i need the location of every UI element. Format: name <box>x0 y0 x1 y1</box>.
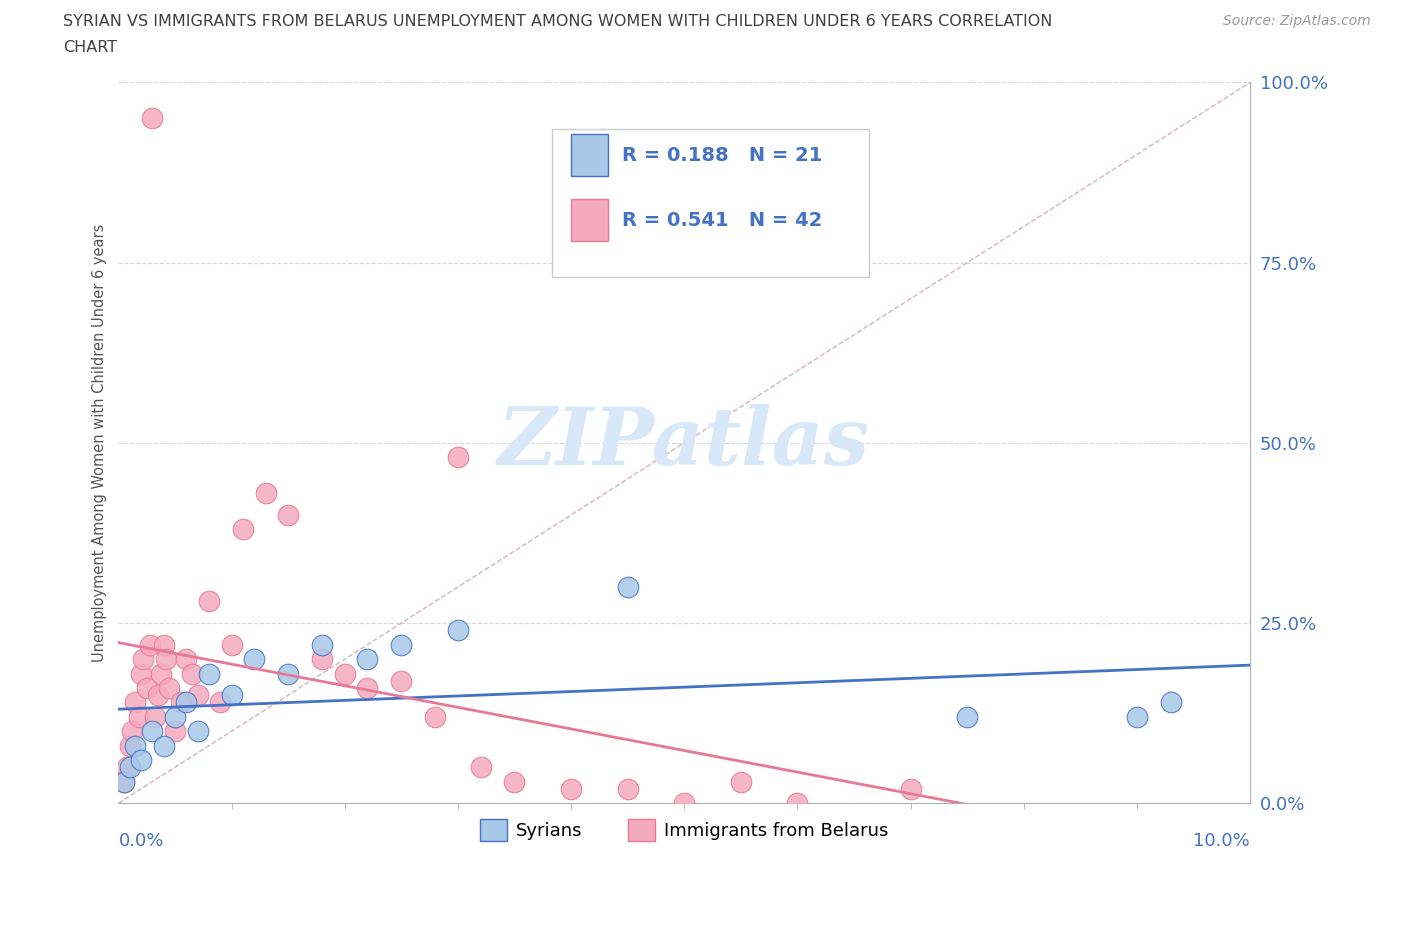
Point <box>176 652 198 667</box>
Point <box>135 681 157 696</box>
Point <box>124 738 146 753</box>
Point <box>333 666 356 681</box>
Point <box>243 652 266 667</box>
Point <box>187 687 209 702</box>
Text: SYRIAN VS IMMIGRANTS FROM BELARUS UNEMPLOYMENT AMONG WOMEN WITH CHILDREN UNDER 6: SYRIAN VS IMMIGRANTS FROM BELARUS UNEMPL… <box>63 14 1053 29</box>
Text: R = 0.188   N = 21: R = 0.188 N = 21 <box>621 146 823 165</box>
Point <box>170 695 193 710</box>
Point <box>121 724 143 738</box>
Point <box>356 681 378 696</box>
Point <box>425 710 447 724</box>
Point <box>616 781 638 796</box>
Point <box>1160 695 1182 710</box>
Point <box>163 724 186 738</box>
Point <box>221 637 243 652</box>
Point <box>311 652 333 667</box>
Point <box>124 695 146 710</box>
Point <box>198 594 221 609</box>
Point <box>503 774 526 789</box>
Point <box>128 710 150 724</box>
Text: R = 0.541   N = 42: R = 0.541 N = 42 <box>621 210 823 230</box>
Point <box>152 738 174 753</box>
Point <box>150 666 173 681</box>
Point <box>117 760 139 775</box>
Text: 0.0%: 0.0% <box>118 832 165 850</box>
Text: 10.0%: 10.0% <box>1194 832 1250 850</box>
Point <box>129 666 152 681</box>
Point <box>389 637 412 652</box>
Point <box>311 637 333 652</box>
Point <box>141 724 163 738</box>
Point <box>118 760 141 775</box>
Point <box>232 522 254 537</box>
Legend: Syrians, Immigrants from Belarus: Syrians, Immigrants from Belarus <box>472 812 896 848</box>
Point <box>900 781 922 796</box>
Y-axis label: Unemployment Among Women with Children Under 6 years: Unemployment Among Women with Children U… <box>93 224 107 662</box>
Point <box>198 666 221 681</box>
Text: Source: ZipAtlas.com: Source: ZipAtlas.com <box>1223 14 1371 28</box>
Point <box>143 710 166 724</box>
Point <box>616 579 638 594</box>
Point <box>157 681 180 696</box>
Text: ZIPatlas: ZIPatlas <box>498 405 870 482</box>
Point <box>152 637 174 652</box>
Point <box>112 774 135 789</box>
Point <box>155 652 177 667</box>
Point <box>730 774 752 789</box>
Point <box>1126 710 1149 724</box>
Point <box>560 781 582 796</box>
Point <box>786 796 808 811</box>
Text: CHART: CHART <box>63 40 117 55</box>
Point <box>221 687 243 702</box>
Point <box>146 687 169 702</box>
Point <box>389 673 412 688</box>
FancyBboxPatch shape <box>571 134 609 176</box>
Point <box>447 450 470 465</box>
Point <box>277 508 299 523</box>
Point <box>356 652 378 667</box>
Point <box>112 774 135 789</box>
Point <box>277 666 299 681</box>
Point <box>447 623 470 638</box>
Point <box>956 710 979 724</box>
Point <box>176 695 198 710</box>
Point <box>673 796 696 811</box>
Point <box>129 752 152 767</box>
Point <box>470 760 492 775</box>
Point <box>132 652 155 667</box>
FancyBboxPatch shape <box>551 129 869 277</box>
Point <box>254 485 277 500</box>
Point <box>141 111 163 126</box>
Point <box>139 637 162 652</box>
Point <box>163 710 186 724</box>
FancyBboxPatch shape <box>571 199 609 241</box>
Point <box>181 666 204 681</box>
Point <box>118 738 141 753</box>
Point <box>187 724 209 738</box>
Point <box>209 695 232 710</box>
